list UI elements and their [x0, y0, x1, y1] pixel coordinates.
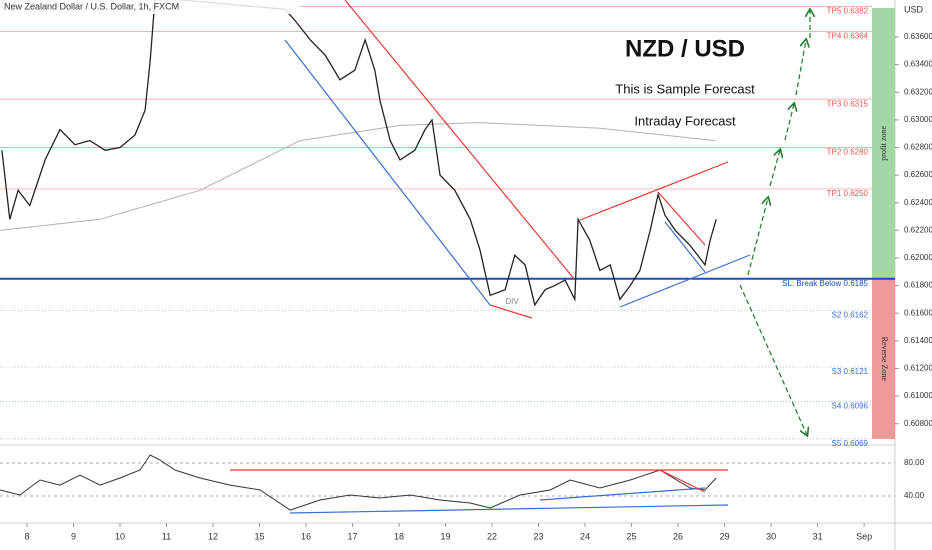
level-label: TP5 0.6382: [827, 7, 869, 16]
subtitle: This is Sample Forecast: [615, 81, 755, 96]
y-tick-label: 0.62600: [904, 170, 932, 179]
title-backdrop: [0, 0, 300, 14]
y-tick-label: 0.61400: [904, 336, 932, 345]
forecast-arrow: [747, 198, 768, 276]
divergence-label: DIV: [505, 297, 519, 306]
x-tick-label: 15: [254, 531, 264, 541]
trend-line: [284, 39, 491, 306]
rsi-tick-label: 80.00: [904, 458, 925, 467]
x-tick-label: 9: [71, 531, 76, 541]
level-label: TP1 0.6250: [827, 189, 869, 198]
rsi-tick-label: 40.00: [904, 491, 925, 500]
forecast-arrow: [769, 150, 780, 187]
level-label: TP3 0.6315: [827, 99, 869, 108]
x-tick-label: 24: [580, 531, 590, 541]
price-line: [1, 0, 717, 307]
y-tick-label: 0.63400: [904, 60, 932, 69]
y-tick-label: 0.61200: [904, 364, 932, 373]
zone-label: profit zone: [879, 125, 888, 160]
x-tick-label: 12: [208, 531, 218, 541]
level-label: S4 0.6096: [832, 402, 869, 411]
rsi-trend-line: [289, 504, 729, 514]
currency-label: USD: [904, 4, 924, 14]
y-tick-label: 0.62200: [904, 225, 932, 234]
forecast-arrow: [795, 40, 806, 96]
level-label: S2 0.6162: [832, 311, 869, 320]
x-tick-label: 17: [348, 531, 358, 541]
trend-line: [489, 304, 533, 319]
rsi-trend-line: [659, 469, 706, 493]
y-tick-label: 0.62000: [904, 253, 932, 262]
y-tick-label: 0.62400: [904, 198, 932, 207]
x-tick-label: 29: [720, 531, 730, 541]
x-tick-label: Sep: [856, 531, 872, 541]
x-tick-label: 19: [441, 531, 451, 541]
y-tick-label: 0.63600: [904, 32, 932, 41]
level-label: SL: Break Below 0.6185: [782, 279, 868, 288]
y-tick-label: 0.63200: [904, 87, 932, 96]
level-label: S3 0.6121: [832, 367, 869, 376]
trend-line: [619, 254, 751, 308]
trend-line: [344, 0, 576, 281]
zone-label: Reverse Zone: [880, 337, 889, 382]
headline: NZD / USD: [625, 35, 745, 62]
rsi-line: [0, 454, 717, 511]
x-tick-label: 26: [673, 531, 683, 541]
trend-line: [664, 221, 706, 273]
x-tick-label: 10: [115, 531, 125, 541]
moving-average: [0, 122, 716, 231]
x-tick-label: 16: [301, 531, 311, 541]
level-label: S5 0.6069: [832, 439, 869, 448]
y-tick-label: 0.60800: [904, 419, 932, 428]
x-tick-label: 30: [766, 531, 776, 541]
y-tick-label: 0.61000: [904, 391, 932, 400]
trend-line: [657, 191, 706, 246]
x-tick-label: 11: [162, 531, 171, 541]
y-tick-label: 0.61800: [904, 281, 932, 290]
y-tick-label: 0.61600: [904, 308, 932, 317]
y-tick-label: 0.63000: [904, 115, 932, 124]
level-label: TP2 0.6280: [827, 148, 869, 157]
forecast-arrow: [784, 104, 794, 141]
trend-line: [579, 161, 729, 221]
rsi-trend-line: [539, 487, 706, 501]
y-tick-label: 0.62800: [904, 143, 932, 152]
forecast-arrow: [739, 284, 807, 435]
x-tick-label: 18: [394, 531, 404, 541]
x-tick-label: 8: [24, 531, 29, 541]
drawings: [230, 0, 810, 514]
zone: [872, 8, 895, 279]
x-tick-label: 23: [534, 531, 544, 541]
x-tick-label: 25: [627, 531, 637, 541]
note: Intraday Forecast: [634, 113, 736, 128]
level-label: TP4 0.6364: [827, 32, 869, 41]
zone: [872, 278, 895, 439]
chart-title: New Zealand Dollar / U.S. Dollar, 1h, FX…: [4, 1, 179, 11]
x-tick-label: 22: [487, 531, 497, 541]
x-tick-label: 31: [813, 531, 823, 541]
